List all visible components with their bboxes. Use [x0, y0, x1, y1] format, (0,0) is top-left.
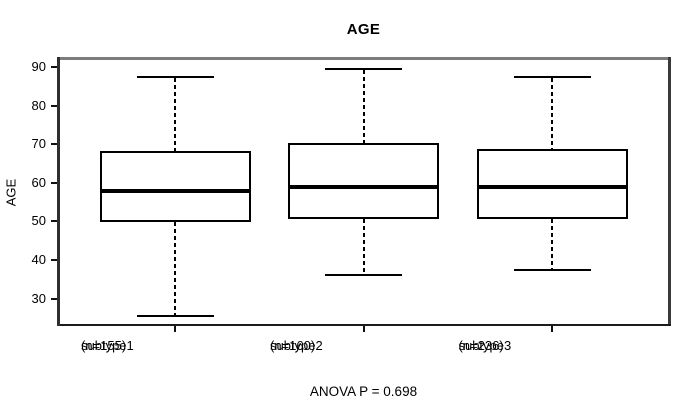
lower-whisker-line [362, 218, 365, 275]
y-tick [50, 220, 57, 223]
y-tick [50, 297, 57, 300]
y-tick-label: 80 [31, 97, 46, 113]
x-axis-label-line2: (n=160) [269, 338, 316, 353]
median-line [99, 188, 251, 193]
y-tick-label: 90 [31, 59, 46, 75]
x-tick [174, 326, 176, 332]
box [288, 143, 440, 219]
x-tick [551, 326, 554, 332]
anova-annotation: ANOVA P = 0.698 [309, 384, 418, 399]
lower-whisker-cap [136, 314, 214, 317]
plot-border-left [57, 57, 60, 326]
upper-whisker-line [174, 77, 176, 152]
y-tick [50, 66, 57, 69]
lower-whisker-cap [325, 274, 403, 277]
x-axis-label-line2: (n=155) [81, 338, 127, 353]
y-tick [50, 259, 57, 261]
y-tick-label: 50 [31, 213, 46, 229]
y-tick-label: 60 [31, 174, 46, 190]
x-axis-label-line1: subtype2 [269, 338, 323, 353]
y-tick [50, 181, 57, 184]
y-tick-label: 40 [31, 252, 46, 267]
upper-whisker-cap [136, 75, 214, 78]
box [99, 151, 251, 223]
plot-border-top [57, 57, 671, 60]
lower-whisker-line [174, 222, 176, 315]
x-axis-label-line1: subtype1 [81, 338, 134, 353]
median-line [476, 184, 628, 189]
lower-whisker-cap [513, 268, 591, 271]
lower-whisker-line [551, 218, 554, 269]
median-line [288, 184, 440, 189]
upper-whisker-line [362, 70, 365, 144]
x-axis-label-line2: (n=236) [458, 338, 504, 353]
y-tick-label: 30 [31, 290, 46, 306]
upper-whisker-cap [513, 75, 591, 78]
plot-border-right [668, 57, 671, 326]
upper-whisker-line [551, 77, 554, 150]
x-tick [362, 326, 365, 332]
box [476, 149, 628, 219]
x-axis-label-line1: subtype3 [458, 338, 512, 353]
upper-whisker-cap [325, 68, 403, 71]
plot-border-bottom [57, 323, 671, 326]
chart-title: AGE [346, 21, 381, 38]
y-tick [50, 104, 57, 107]
y-tick-label: 70 [31, 136, 46, 152]
y-tick [50, 143, 57, 146]
